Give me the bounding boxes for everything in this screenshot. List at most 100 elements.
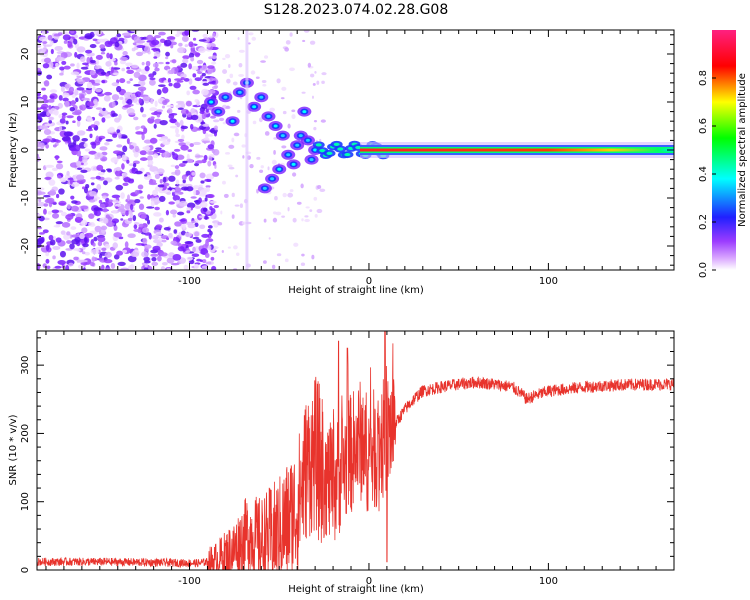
spectrogram-noise-blob <box>178 200 188 207</box>
spectrogram-scatter-blob <box>275 211 282 216</box>
spectrogram-noise-blob <box>85 128 94 132</box>
spectrogram-noise-blob <box>205 173 215 180</box>
spectrogram-noise-blob <box>153 212 162 217</box>
spectrogram-noise-blob <box>143 127 148 134</box>
spectrogram-noise-blob <box>143 139 152 144</box>
spectrogram-scatter-blob <box>225 105 231 110</box>
spectrogram-noise-blob <box>171 59 177 64</box>
spectrogram-noise-blob <box>76 120 81 127</box>
spectrogram-noise-blob <box>129 145 135 150</box>
spectrogram-scatter-blob <box>226 78 231 84</box>
spectrogram-noise-blob <box>122 32 131 37</box>
spectrogram-scatter-blob <box>292 217 297 223</box>
spectrogram-noise-blob <box>151 39 160 46</box>
spectrogram-noise-blob <box>126 159 130 164</box>
spectrogram-noise-blob <box>69 177 73 185</box>
spectrogram-noise-blob <box>194 231 200 237</box>
spectrogram-scatter-blob <box>231 214 235 219</box>
spectrogram-noise-blob <box>199 172 206 179</box>
spectrogram-noise-blob <box>133 83 141 87</box>
spectrogram-noise-blob <box>134 189 140 195</box>
spectrogram-noise-blob <box>210 115 217 119</box>
spectrogram-noise-blob <box>52 245 61 251</box>
spectrogram-noise-blob <box>207 81 216 85</box>
spectrogram-noise-blob <box>205 133 209 139</box>
spectrogram-noise-blob <box>89 44 97 49</box>
spectrogram-cluster-peak <box>313 148 318 152</box>
spectrogram-noise-blob <box>177 243 182 247</box>
spectrogram-noise-blob <box>48 179 56 186</box>
spectrogram-noise-blob <box>213 119 220 123</box>
spectrogram-noise-blob <box>97 38 106 43</box>
spectrogram-noise-blob <box>82 243 89 248</box>
spectrogram-scatter-blob <box>273 149 276 155</box>
spectrogram-noise-blob <box>196 59 204 65</box>
spectrogram-noise-blob <box>100 225 108 231</box>
spectrogram-noise-blob <box>200 189 207 195</box>
spectrogram-noise-blob <box>207 67 214 75</box>
spectrogram-scatter-blob <box>285 40 291 45</box>
spectrogram-noise-blob <box>192 246 196 253</box>
spectrogram-noise-blob <box>38 197 42 203</box>
spectrogram-tone-onset-core <box>344 152 351 157</box>
spectrogram-noise-blob <box>146 150 154 156</box>
spectrogram-noise-blob <box>103 259 113 264</box>
spectrogram-scatter-blob <box>212 85 218 90</box>
spectrogram-noise-blob <box>148 73 155 78</box>
spectrogram-noise-blob <box>158 84 166 88</box>
spectrogram-scatter-blob <box>252 120 257 125</box>
spectrogram-noise-blob <box>149 166 159 172</box>
spectrogram-noise-blob <box>180 77 185 81</box>
spectrogram-noise-blob <box>170 209 178 215</box>
spectrogram-scatter-blob <box>300 262 306 267</box>
spectrogram-noise-blob <box>190 196 197 199</box>
spectrogram-scatter-blob <box>225 152 231 155</box>
spectrogram-noise-blob <box>41 87 46 91</box>
spectrogram-noise-blob <box>105 60 112 67</box>
spectrogram-noise-blob <box>57 260 66 265</box>
spectrogram-scatter-blob <box>309 209 313 212</box>
spectrogram-noise-blob <box>44 123 53 127</box>
spectrogram-noise-blob <box>113 254 120 260</box>
spectrogram-noise-blob <box>151 112 159 116</box>
spectrogram-noise-blob <box>139 150 147 156</box>
spectrogram-noise-blob <box>90 182 95 186</box>
spectrogram-noise-blob <box>66 115 74 119</box>
spectrogram-cluster-peak <box>262 186 267 190</box>
spectrogram-scatter-blob <box>320 119 326 123</box>
spectrogram-noise-blob <box>110 262 116 269</box>
spectrogram-noise-blob <box>189 123 194 130</box>
spectrogram-noise-blob <box>52 144 57 148</box>
spectrogram-noise-blob <box>44 176 52 180</box>
spectrogram-noise-blob <box>84 33 93 40</box>
spectrogram-noise-blob <box>158 138 168 142</box>
spectrogram-scatter-blob <box>241 221 246 225</box>
spectrogram-noise-blob <box>199 259 203 263</box>
spectrogram-noise-blob <box>37 113 46 117</box>
spectrogram-noise-blob <box>100 52 106 55</box>
spectrogram-scatter-blob <box>289 189 294 193</box>
spectrogram-noise-blob <box>185 110 189 114</box>
spectrogram-scatter-blob <box>282 110 287 115</box>
spectrogram-noise-blob <box>122 51 128 56</box>
spectrogram-scatter-blob <box>321 80 325 84</box>
spectrogram-noise-blob <box>191 253 200 258</box>
spectrogram-noise-blob <box>102 207 108 213</box>
spectrogram-noise-blob <box>204 178 212 182</box>
spectrogram-noise-blob <box>143 267 149 270</box>
spectrogram-noise-blob <box>192 89 200 95</box>
spectrogram-noise-blob <box>70 205 79 212</box>
spectrogram-noise-blob <box>48 105 52 110</box>
spectrogram-noise-blob <box>43 128 52 136</box>
spectrogram-noise-blob <box>55 62 59 68</box>
spectrogram-noise-blob <box>57 174 62 179</box>
spectrogram-scatter-blob <box>263 55 269 59</box>
spectrogram-noise-blob <box>133 71 141 79</box>
spectrogram-scatter-blob <box>227 246 231 249</box>
spectrogram-noise-blob <box>202 207 208 212</box>
spectrogram-noise-blob <box>207 65 215 69</box>
x-tick-label: 0 <box>366 276 372 287</box>
spectrogram-noise-blob <box>197 65 203 69</box>
spectrogram-noise-blob <box>124 241 129 248</box>
